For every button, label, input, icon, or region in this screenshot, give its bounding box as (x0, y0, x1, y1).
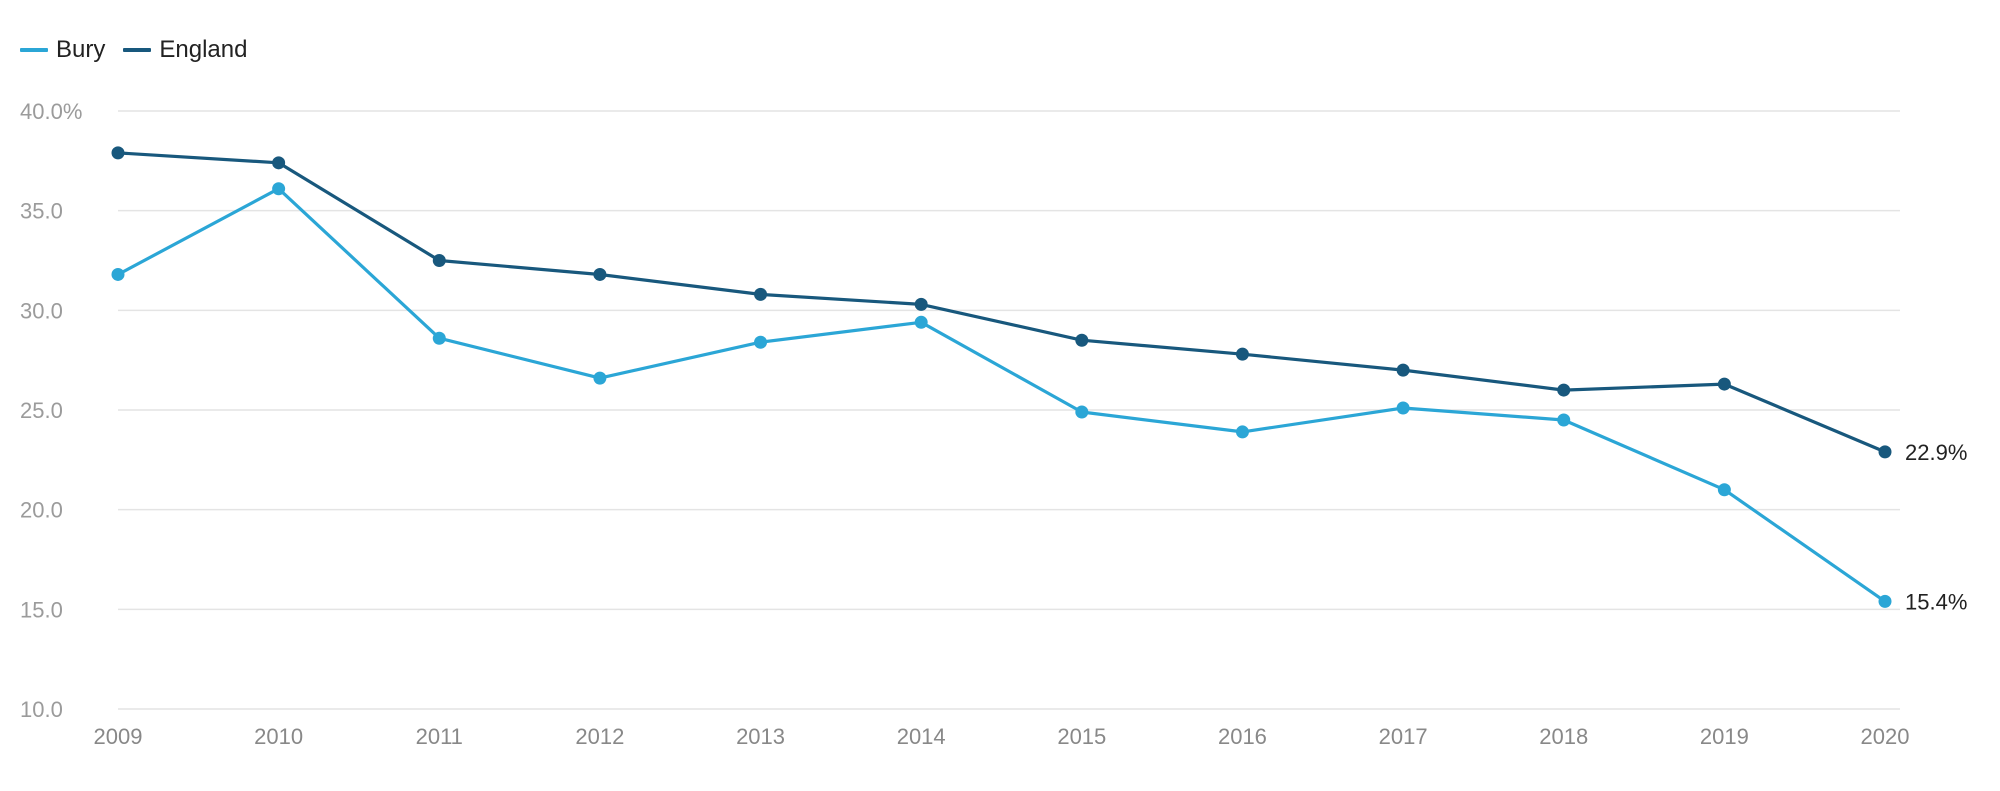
x-tick-label: 2020 (1861, 724, 1910, 749)
legend-swatch-bury (20, 48, 48, 52)
data-point-england (1557, 383, 1571, 397)
x-tick-label: 2011 (416, 724, 463, 749)
gridlines (118, 110, 1900, 710)
x-axis: 2009 2010 2011 2012 2013 2014 2015 2016 2017 2018… (94, 724, 1910, 749)
x-tick-label: 2012 (575, 724, 624, 749)
x-tick-label: 2019 (1700, 724, 1749, 749)
data-point-bury (1075, 405, 1089, 419)
y-tick-label: 25.0 (20, 398, 63, 423)
y-tick-label: 15.0 (20, 597, 63, 622)
data-point-england (1075, 333, 1089, 347)
data-point-bury (754, 335, 768, 349)
y-tick-label: 40.0% (20, 99, 82, 124)
data-point-england (593, 267, 607, 281)
data-point-bury (593, 371, 607, 385)
data-point-england (432, 254, 446, 267)
legend-item-bury[interactable]: Bury (20, 36, 105, 64)
series-england: 22.9% (111, 146, 1967, 465)
x-tick-label: 2014 (897, 724, 946, 749)
x-tick-label: 2010 (254, 724, 303, 749)
data-point-england (914, 297, 928, 311)
series-line-bury (116, 187, 1887, 604)
data-point-bury (1396, 401, 1410, 415)
legend: Bury England (20, 36, 247, 64)
legend-swatch-england (123, 48, 152, 52)
data-point-england (272, 156, 286, 170)
data-point-england (1235, 347, 1249, 361)
end-label-england: 22.9% (1905, 440, 1967, 465)
legend-label-england: England (159, 36, 248, 63)
data-point-bury (111, 267, 125, 281)
data-point-england (111, 146, 125, 160)
data-point-bury (1557, 413, 1571, 427)
x-tick-label: 2009 (94, 724, 143, 749)
data-point-bury (914, 315, 928, 329)
x-tick-label: 2013 (736, 724, 785, 749)
legend-label-bury: Bury (56, 36, 106, 63)
y-tick-label: 30.0 (20, 298, 63, 323)
end-label-bury: 15.4% (1905, 589, 1967, 614)
y-tick-label: 10.0 (20, 697, 63, 722)
data-point-england (1396, 363, 1410, 377)
data-point-bury (432, 331, 446, 345)
series-line-england (116, 151, 1887, 454)
y-axis: 10.0 15.0 20.0 25.0 30.0 35.0 40.0% (20, 99, 82, 722)
data-point-bury (1717, 483, 1731, 497)
data-point-england (754, 287, 768, 301)
data-point-bury (1235, 425, 1249, 439)
y-tick-label: 20.0 (20, 498, 63, 523)
data-point-england (1717, 377, 1731, 391)
legend-item-england[interactable]: England (123, 36, 247, 64)
x-tick-label: 2015 (1057, 724, 1106, 749)
x-tick-label: 2018 (1539, 724, 1588, 749)
data-point-england (1878, 445, 1892, 459)
series-bury: 15.4% (111, 182, 1967, 614)
x-tick-label: 2017 (1379, 724, 1428, 749)
x-tick-label: 2016 (1218, 724, 1267, 749)
y-tick-label: 35.0 (20, 199, 63, 224)
data-point-bury (272, 182, 286, 196)
data-point-bury (1878, 594, 1892, 608)
